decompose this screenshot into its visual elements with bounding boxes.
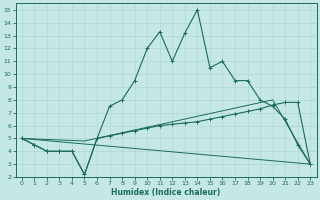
X-axis label: Humidex (Indice chaleur): Humidex (Indice chaleur) xyxy=(111,188,221,197)
